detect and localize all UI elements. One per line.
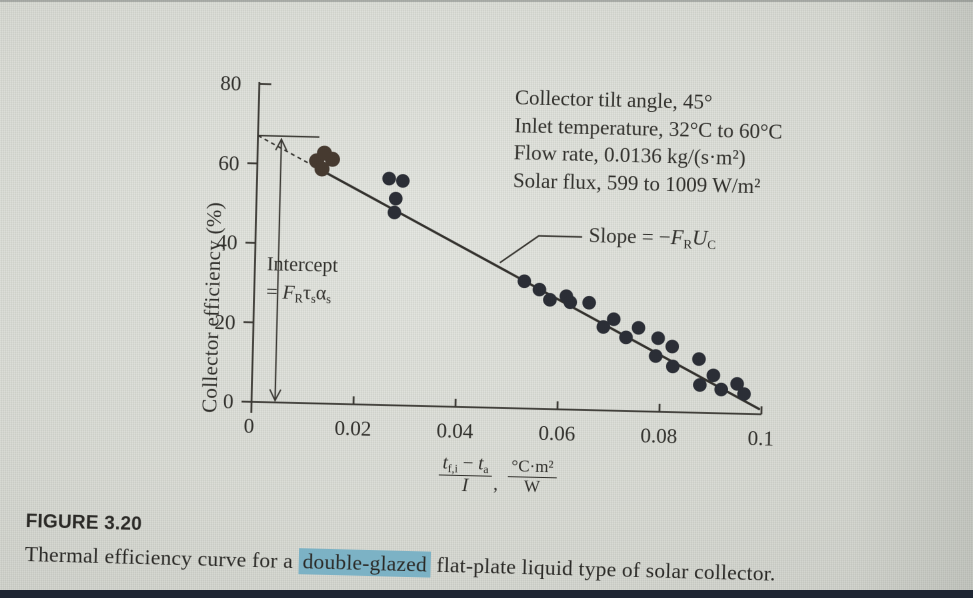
data-point-scatter-points: [606, 312, 621, 327]
data-point-scatter-points: [737, 387, 751, 401]
intercept-arrow-head-down: [269, 389, 282, 403]
chart-canvas: 80 60 40 20 0 0 0.02 0.04 0.06 0.08 0.1: [214, 71, 774, 451]
data-point-scatter-points: [387, 205, 402, 220]
x-tick-label-006: 0.06: [538, 421, 575, 446]
y-tick-label-60: 60: [218, 151, 240, 176]
axes: [241, 81, 763, 416]
photo-bottom-dark-strip: [0, 590, 973, 598]
x-tick-label-008: 0.08: [640, 423, 677, 448]
data-point-scatter-points: [396, 174, 410, 188]
x-tick-label-004: 0.04: [436, 418, 474, 443]
x-axis-comma: ,: [492, 473, 499, 495]
data-point-cluster-near-intercept: [324, 151, 340, 167]
y-tick-label-80: 80: [220, 71, 242, 96]
data-point-scatter-points: [382, 171, 396, 186]
data-point-scatter-points: [532, 282, 547, 297]
data-point-scatter-points: [730, 377, 744, 391]
intercept-arrow-shaft: [274, 139, 283, 401]
data-point-scatter-points: [619, 330, 633, 345]
slope-F-subscript: R: [683, 236, 693, 252]
x-tick-label-0: 0: [243, 414, 254, 438]
slope-F-symbol: F: [670, 225, 684, 250]
y-tick-label-40: 40: [216, 230, 238, 255]
data-point-scatter-points: [665, 339, 680, 354]
x-axis-variable-fraction: tf,i − ta I: [439, 453, 492, 497]
units-numerator: °C·m²: [508, 456, 557, 479]
intercept-word: Intercept: [266, 253, 339, 277]
data-point-scatter-points: [648, 349, 663, 363]
test-conditions-annotation: Collector tilt angle, 45° Inlet temperat…: [513, 84, 784, 201]
y-tick-label-20: 20: [214, 310, 236, 335]
x-axis-denominator: I: [459, 474, 472, 497]
caption-after: flat-plate liquid type of solar collecto…: [430, 552, 776, 586]
data-point-scatter-points: [693, 378, 707, 392]
data-point-scatter-points: [543, 292, 557, 307]
t-fi-subscript: f,i: [447, 462, 459, 476]
y-tick-label-0: 0: [223, 389, 234, 413]
figure-caption: FIGURE 3.20 Thermal efficiency curve for…: [25, 511, 777, 587]
y-axis-line: [250, 81, 261, 402]
data-point-scatter-points: [563, 295, 578, 310]
photo-right-shade: [853, 0, 973, 598]
caption-highlighted-term: double-glazed: [298, 548, 432, 578]
slope-callout-leader: [499, 235, 583, 264]
slope-equals-text: Slope = −: [588, 223, 672, 250]
data-point-scatter-points: [631, 321, 646, 335]
slope-U-subscript: C: [707, 236, 717, 253]
slope-annotation: Slope = −FRUC: [588, 223, 717, 253]
intercept-F-symbol: F: [282, 281, 295, 304]
x-tick-label-01: 0.1: [747, 426, 774, 451]
data-point-scatter-points: [388, 191, 403, 206]
intercept-equals: =: [265, 281, 283, 304]
caption-before: Thermal efficiency curve for a: [24, 541, 299, 574]
efficiency-chart: 80 60 40 20 0 0 0.02 0.04 0.06 0.08 0.1 …: [169, 55, 840, 521]
y-axis-title: Collector efficiency (%): [197, 201, 227, 414]
intercept-level-marker: [258, 134, 320, 138]
intercept-annotation: Intercept = FRτsαs: [266, 250, 338, 308]
intercept-alpha-symbol: α: [315, 282, 327, 305]
data-point-scatter-points: [517, 274, 532, 289]
x-axis-title: tf,i − ta I , °C·m² W: [397, 452, 598, 500]
data-point-scatter-points: [651, 331, 665, 346]
intercept-arrow-head-up: [275, 137, 288, 151]
x-axis-units-fraction: °C·m² W: [508, 456, 557, 497]
data-point-cluster-near-intercept: [314, 161, 330, 177]
minus-sign: −: [457, 452, 479, 475]
slope-U-symbol: U: [691, 225, 708, 250]
plot-series: [257, 134, 761, 411]
data-point-scatter-points: [714, 382, 728, 397]
data-point-scatter-points: [665, 359, 680, 374]
data-point-scatter-points: [596, 320, 611, 334]
x-axis-line: [251, 400, 762, 416]
intercept-alpha-subscript: s: [326, 292, 332, 307]
t-a-subscript: a: [483, 463, 489, 477]
data-point-scatter-points: [706, 368, 721, 383]
tick-labels: 80 60 40 20 0 0 0.02 0.04 0.06 0.08 0.1: [214, 71, 774, 451]
data-point-scatter-points: [692, 352, 706, 366]
I-symbol: I: [461, 474, 469, 497]
x-axis-numerator: tf,i − ta: [439, 452, 492, 477]
units-denominator: W: [523, 476, 541, 496]
photo-top-edge: [0, 0, 973, 2]
x-tick-label-002: 0.02: [334, 416, 371, 441]
data-point-scatter-points: [582, 295, 596, 310]
intercept-formula: = FRτsαs: [266, 278, 338, 308]
